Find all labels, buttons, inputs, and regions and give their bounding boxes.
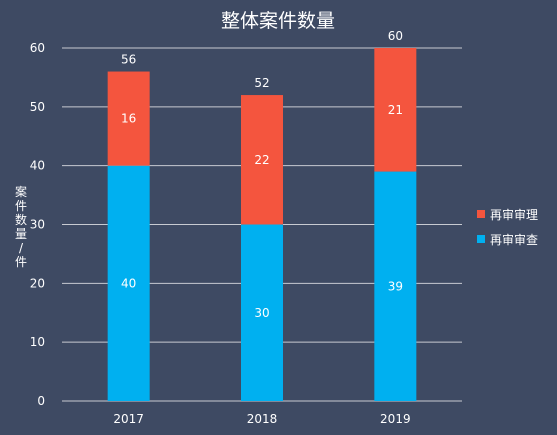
legend-swatch <box>477 210 485 218</box>
total-value-label: 56 <box>121 53 136 67</box>
y-tick-label: 60 <box>30 41 45 55</box>
x-axis-ticks: 2017 2018 2019 <box>113 412 410 426</box>
y-axis-label-char: 案 <box>15 184 27 199</box>
y-axis-label-char: / <box>19 241 24 255</box>
y-axis-label-char: 量 <box>15 227 27 241</box>
y-tick-label: 50 <box>30 100 45 114</box>
y-axis-label-char: 件 <box>15 199 27 213</box>
x-tick-label: 2019 <box>380 412 411 426</box>
bar-segment <box>374 48 417 172</box>
y-axis-label-char: 数 <box>15 212 27 227</box>
bar-segment <box>241 224 283 401</box>
segment-value-label: 21 <box>388 103 403 117</box>
legend-swatch <box>477 235 485 243</box>
y-tick-label: 20 <box>30 276 45 290</box>
bar-segment <box>374 171 417 401</box>
y-tick-label: 10 <box>30 335 45 349</box>
y-tick-label: 0 <box>37 394 45 408</box>
y-tick-label: 40 <box>30 159 45 173</box>
bar-segment <box>107 165 150 401</box>
y-axis-label-char: 件 <box>15 255 27 269</box>
x-tick-label: 2017 <box>113 412 144 426</box>
bar-segment <box>107 71 150 166</box>
segment-value-label: 30 <box>254 306 269 320</box>
segment-value-label: 22 <box>254 153 269 167</box>
y-axis-ticks: 0 10 20 30 40 50 60 <box>30 41 45 408</box>
y-tick-label: 30 <box>30 218 45 232</box>
y-axis-label: 案件数量/件 <box>15 184 27 269</box>
total-value-label: 60 <box>388 29 403 43</box>
bar-segment <box>241 95 283 225</box>
segment-value-label: 40 <box>121 276 136 290</box>
x-tick-label: 2018 <box>247 412 278 426</box>
bars: 40 16 56 30 22 52 39 21 60 <box>107 29 417 401</box>
legend-label: 再审审查 <box>490 232 538 247</box>
chart-title: 整体案件数量 <box>221 10 335 32</box>
total-value-label: 52 <box>254 76 269 90</box>
legend-label: 再审审理 <box>490 207 538 222</box>
segment-value-label: 39 <box>388 279 403 293</box>
segment-value-label: 16 <box>121 112 136 126</box>
